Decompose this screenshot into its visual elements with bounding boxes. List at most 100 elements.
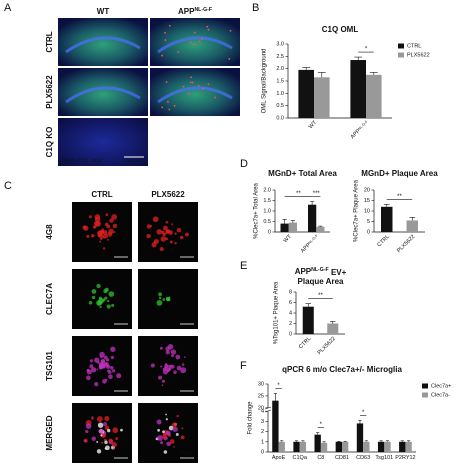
signal <box>156 419 162 425</box>
y-tick-label: 20 <box>364 187 370 193</box>
signal <box>171 354 174 358</box>
y-tick-label: 0.5 <box>263 219 271 225</box>
plaque <box>201 37 203 40</box>
column-header-base: WT <box>97 7 110 16</box>
signal <box>112 223 118 229</box>
signal <box>158 375 163 380</box>
legend-swatch <box>422 392 428 398</box>
signal <box>106 224 111 229</box>
x-tick-label: CD63 <box>356 455 370 461</box>
signal <box>96 368 99 371</box>
signal <box>112 447 115 450</box>
signal <box>105 213 109 217</box>
signal <box>101 441 104 444</box>
row-label: MERGED <box>45 415 54 450</box>
signal <box>107 238 109 241</box>
y-tick-label: 2.5 <box>276 54 284 60</box>
signal <box>111 214 118 220</box>
bar <box>308 204 317 232</box>
signal <box>108 291 115 297</box>
signal <box>100 355 103 359</box>
plaque <box>206 25 209 28</box>
signal <box>104 415 110 422</box>
plaque <box>167 100 169 103</box>
signal <box>162 430 165 434</box>
signal <box>167 432 170 435</box>
signal <box>172 426 178 432</box>
signal <box>146 224 152 229</box>
x-tick-label: P2RY12 <box>395 455 415 461</box>
signal <box>159 346 163 350</box>
signal <box>168 425 174 431</box>
signal <box>165 413 167 416</box>
y-tick-label: 0 <box>367 229 370 235</box>
signal <box>102 298 106 302</box>
signal <box>165 237 169 241</box>
micrograph <box>150 18 240 66</box>
y-tick-label: 2 <box>261 429 264 435</box>
plaque <box>164 39 167 41</box>
bar <box>381 206 393 232</box>
bar <box>314 77 330 118</box>
signal <box>116 373 122 379</box>
plaque <box>165 81 168 83</box>
column-header: APPNL-G-F <box>178 7 212 16</box>
signal <box>176 227 182 233</box>
y-tick-label: 4 <box>289 310 292 316</box>
bar <box>288 222 297 232</box>
signal <box>160 230 163 233</box>
chart-title-sup: NL-G-F <box>311 268 329 274</box>
significance-label: ** <box>318 293 323 299</box>
chart-title-base: MGnD+ Total Area <box>268 169 337 178</box>
signal <box>103 422 108 427</box>
plaque <box>168 108 171 111</box>
signal <box>85 423 92 429</box>
chart-title: APPNL-G-F EV+ <box>295 267 347 277</box>
y-tick-label: 30 <box>258 381 264 387</box>
y-tick-label: 1.5 <box>263 198 271 204</box>
signal <box>100 238 103 241</box>
plaque <box>193 43 196 46</box>
bar <box>320 442 328 452</box>
signal <box>98 296 103 300</box>
signal <box>150 363 155 368</box>
signal <box>120 428 123 432</box>
panel-label: C <box>4 180 12 192</box>
x-tick-label-base: CD81 <box>335 455 349 461</box>
bar <box>342 441 349 452</box>
significance-label: *** <box>313 191 321 197</box>
panel-label: B <box>252 2 259 14</box>
signal <box>107 428 111 433</box>
bar <box>272 400 279 452</box>
signal <box>160 365 163 368</box>
plaque <box>161 54 164 57</box>
legend-swatch <box>398 43 404 49</box>
signal <box>168 367 172 371</box>
signal <box>105 358 110 362</box>
signal <box>115 437 119 440</box>
y-tick-label: 1.0 <box>263 208 271 214</box>
micrograph <box>58 68 148 116</box>
y-axis-label: %Clec7a+ Total Area <box>254 182 260 238</box>
signal <box>181 427 184 430</box>
significance-label: ** <box>296 191 301 197</box>
y-axis-label: Fold change <box>248 401 254 435</box>
significance-label: * <box>365 47 368 53</box>
signal <box>174 241 177 245</box>
signal <box>169 439 175 444</box>
y-tick-label: 8 <box>289 289 292 295</box>
chart-subtitle: Plaque Area <box>298 277 344 286</box>
column-header: PLX5622 <box>151 190 185 199</box>
stain-legend: DAPI <box>62 158 75 164</box>
plaque <box>182 85 185 88</box>
signal <box>161 379 166 383</box>
x-tick-label-base: P2RY12 <box>395 455 415 461</box>
signal <box>157 435 163 441</box>
x-tick-label-base: WT <box>283 234 294 245</box>
x-tick-label-base: C8 <box>317 455 324 461</box>
x-tick-label-sup: NL-G-F <box>357 119 369 131</box>
signal <box>96 299 103 306</box>
chart-title-base: qPCR 6 m/o Clec7a+/- Microglia <box>282 365 402 374</box>
signal <box>98 428 104 434</box>
y-tick-label: 1 <box>261 439 264 445</box>
